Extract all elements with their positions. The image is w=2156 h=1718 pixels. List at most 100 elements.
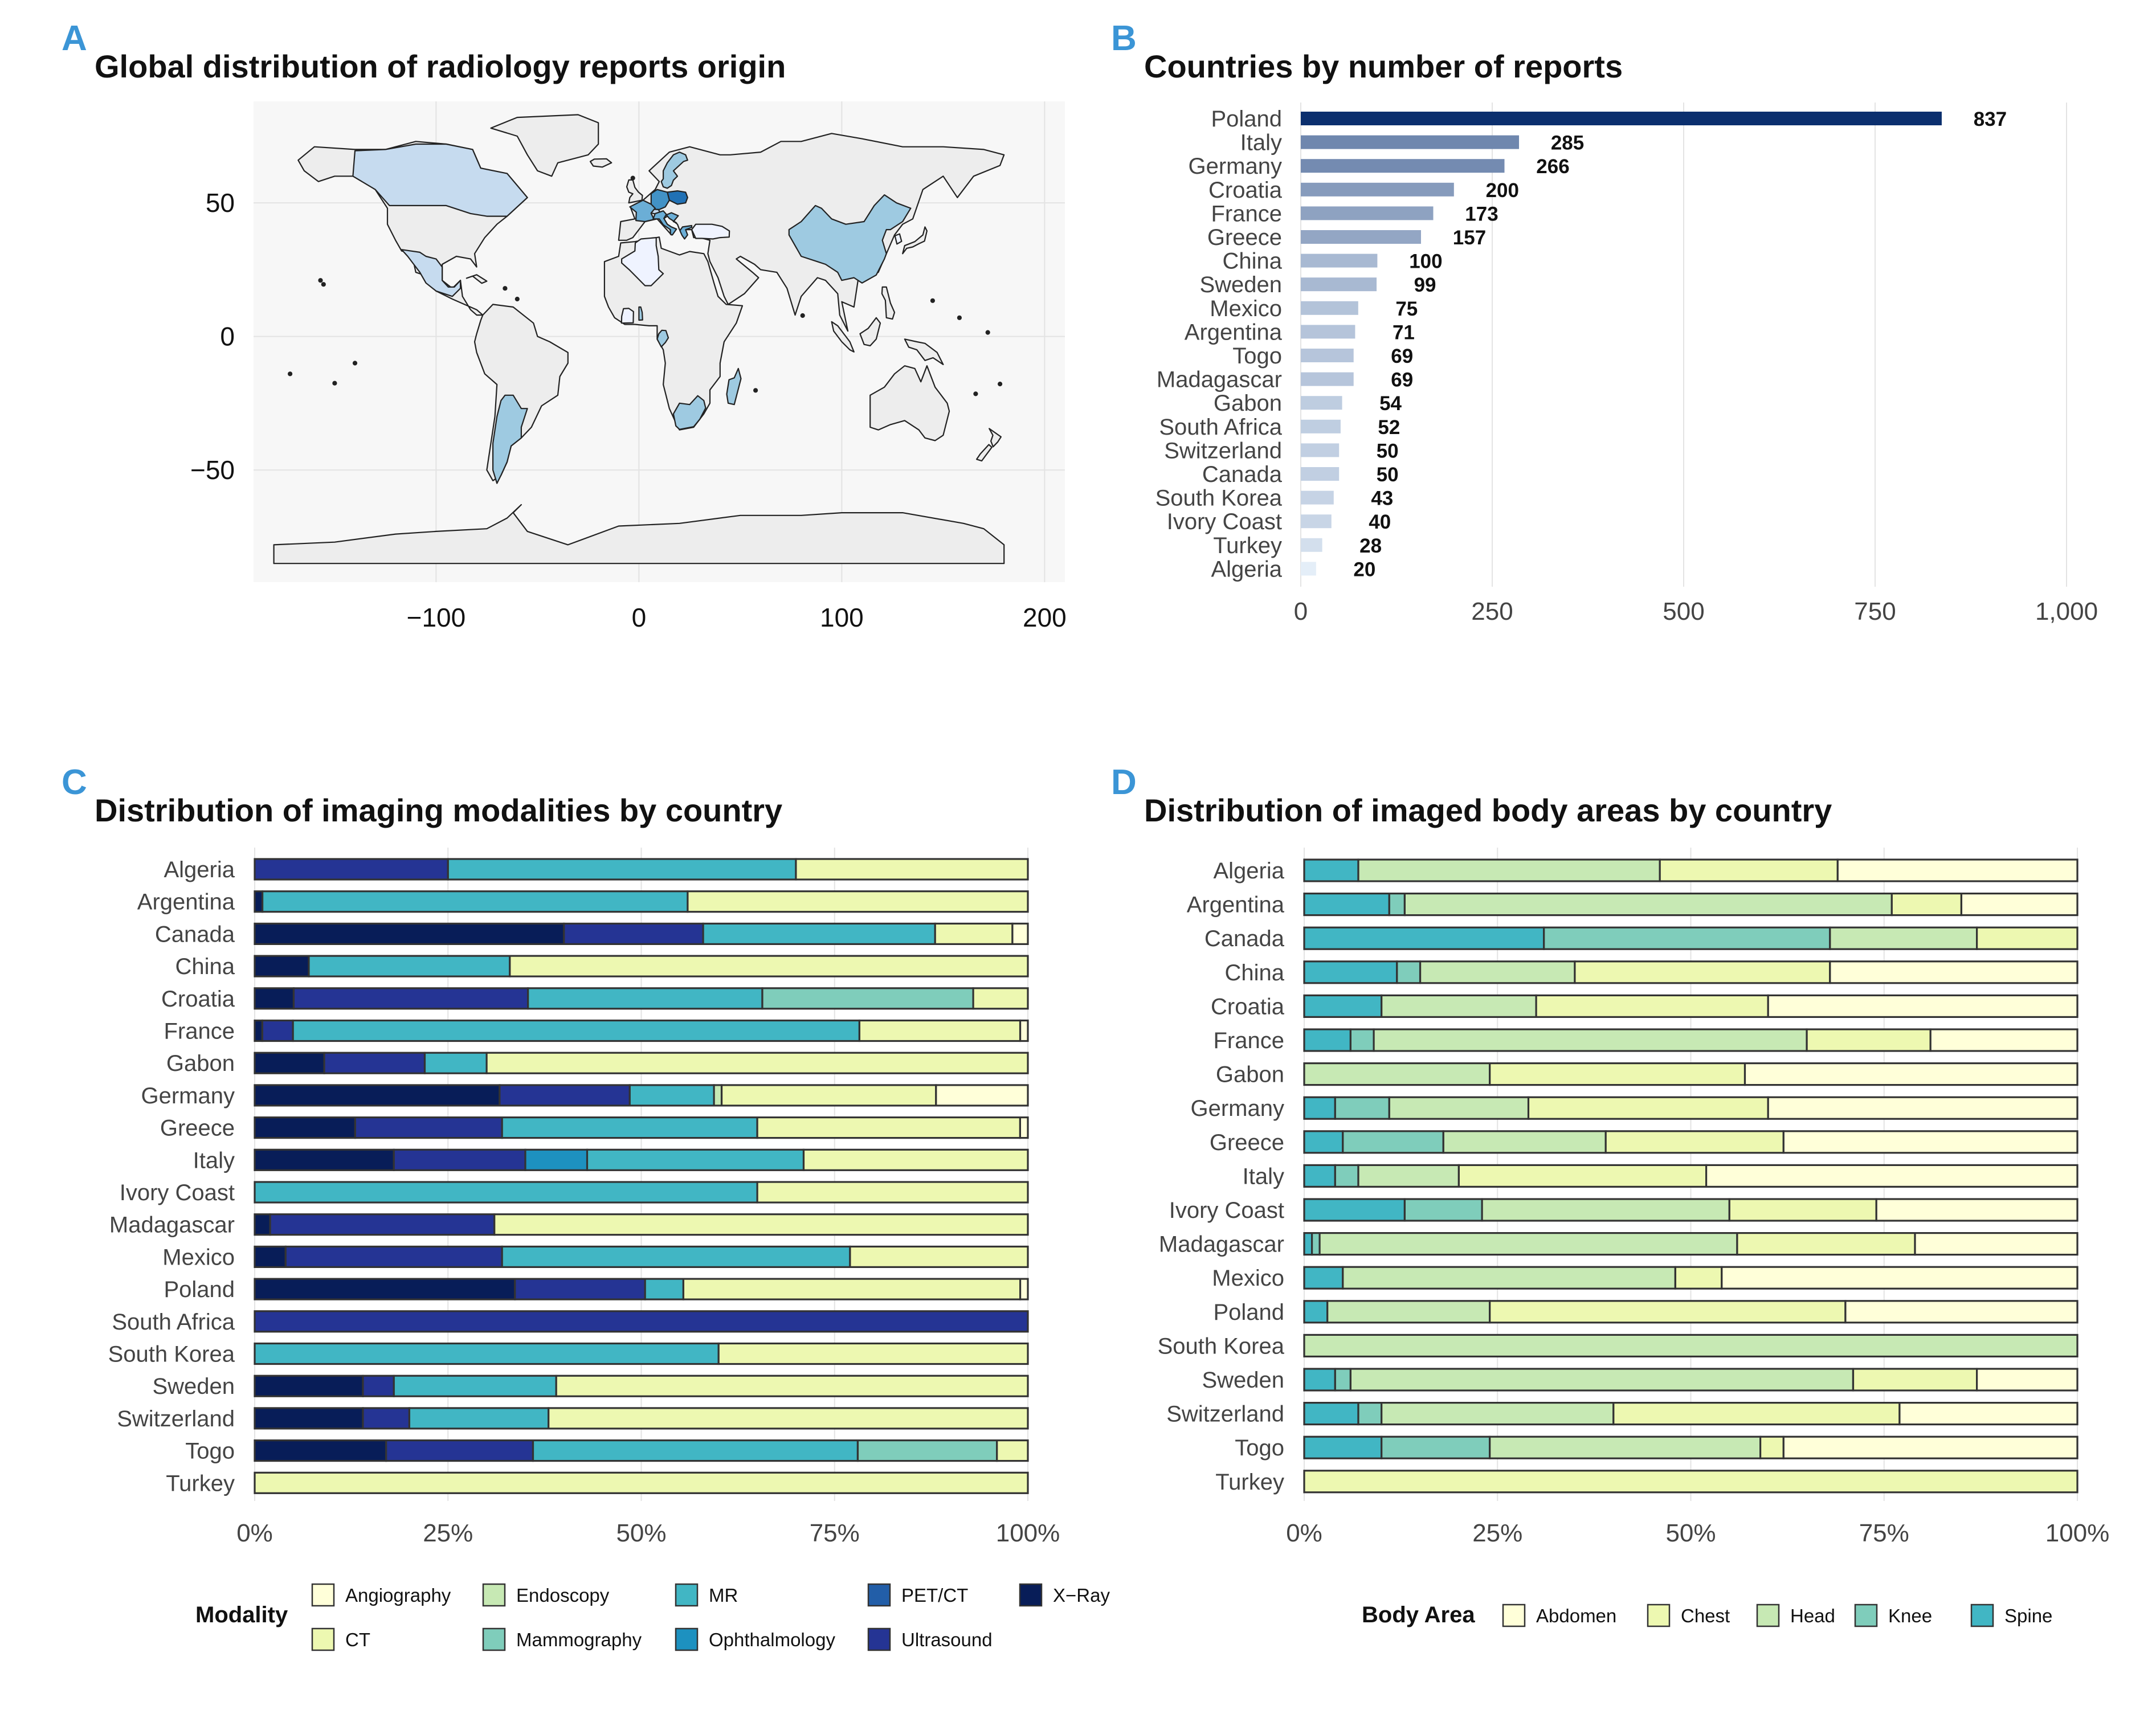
legend-label: Mammography [516,1629,642,1650]
bar-value-label: 52 [1378,416,1400,439]
segment-germany-xray [254,1084,501,1107]
map-philippines [881,286,896,320]
map-poland [667,190,688,205]
segment-france-abdomen [1929,1028,2079,1052]
segment-france-mr [292,1019,861,1042]
map-canada [352,143,528,217]
bar-value-label: 43 [1371,488,1393,510]
segment-mexico-ct [849,1245,1029,1268]
segment-switzerland-ct [548,1407,1029,1430]
segment-poland-angiography [1019,1278,1029,1300]
segment-south-korea-mr [254,1342,720,1365]
segment-algeria-chest [1659,858,1839,882]
stack-category-label: Croatia [161,987,235,1012]
segment-poland-ultrasound [514,1278,646,1300]
segment-switzerland-knee [1357,1402,1383,1426]
segment-italy-ophthalmology [524,1148,589,1171]
segment-france-ultrasound [261,1019,294,1042]
map-island [630,175,635,181]
bar-category-label: Gabon [1214,391,1282,416]
stack-category-label: China [1224,960,1284,985]
stack-category-label: Poland [1213,1300,1284,1325]
bar-value-label: 837 [1974,108,2007,130]
segment-poland-spine [1303,1300,1329,1324]
segment-poland-head [1326,1300,1491,1324]
map-sweden [660,152,688,189]
segment-togo-spine [1303,1435,1383,1459]
bar-canada [1301,467,1340,481]
map-algeria [620,237,664,287]
bar-value-label: 173 [1465,203,1498,225]
legend-swatch [311,1583,335,1607]
map-x-tick-label: 0 [632,603,647,632]
legend-label: CT [345,1629,370,1650]
segment-sweden-xray [254,1375,364,1397]
legend-label: Ophthalmology [709,1629,835,1650]
segment-italy-ct [802,1148,1029,1171]
segment-croatia-mr [527,987,763,1010]
bar-category-label: Madagascar [1157,367,1282,392]
legend-swatch [1970,1604,1994,1627]
bar-category-label: Argentina [1185,320,1283,345]
stack-category-label: Switzerland [1166,1402,1284,1427]
segment-greece-mr [501,1116,758,1139]
segment-poland-chest [1489,1300,1847,1324]
segment-china-mr [308,955,511,977]
bar-greece [1301,230,1422,244]
segment-greece-abdomen [1782,1130,2079,1154]
bar-x-tick-label: 500 [1663,598,1704,625]
bar-mexico [1301,301,1358,315]
stack-x-tick-label: 50% [616,1519,666,1547]
map-indonesia-borneo [859,317,881,347]
stack-category-label: Gabon [1216,1062,1284,1087]
segment-germany-angiography [935,1084,1029,1107]
map-italy [652,210,677,236]
map-island [997,381,1003,387]
stack-category-label: Togo [185,1439,235,1464]
segment-sweden-chest [1852,1368,1978,1392]
segment-sweden-ultrasound [362,1375,395,1397]
segment-canada-mr [702,922,936,946]
segment-china-chest [1574,960,1831,984]
stack-category-label: Ivory Coast [120,1180,235,1205]
segment-greece-knee [1342,1130,1444,1154]
segment-togo-head [1489,1435,1762,1459]
bar-value-label: 69 [1391,369,1413,391]
segment-switzerland-xray [254,1407,364,1430]
bar-x-tick-label: 1,000 [2035,598,2098,625]
segment-ivory-coast-knee [1403,1198,1483,1222]
stack-category-label: Turkey [1215,1470,1284,1495]
stack-category-label: Algeria [164,857,235,882]
segment-france-angiography [1019,1019,1029,1042]
map-ivory-coast [620,308,634,324]
panel-d-title: Distribution of imaged body areas by cou… [1144,792,1832,828]
stack-category-label: Ivory Coast [1169,1198,1284,1223]
segment-madagascar-ct [493,1213,1029,1236]
stack-category-label: Germany [1191,1096,1285,1121]
map-china [788,194,912,284]
segment-italy-ultrasound [393,1148,526,1171]
segment-canada-xray [254,922,565,946]
segment-argentina-head [1403,892,1893,917]
segment-south-korea-head [1303,1334,2079,1357]
segment-germany-knee [1334,1096,1390,1120]
panel-b-title: Countries by number of reports [1144,48,1623,84]
bar-category-label: Turkey [1213,533,1282,558]
segment-argentina-chest [1890,892,1963,917]
legend-swatch [675,1627,699,1651]
stack-category-label: Madagascar [1159,1232,1284,1257]
segment-south-korea-ct [717,1342,1029,1365]
map-island [288,371,293,377]
bar-category-label: South Korea [1155,486,1283,511]
stack-category-label: France [1214,1028,1285,1053]
panel-b-letter: B [1111,19,1137,58]
segment-algeria-abdomen [1836,858,2079,882]
segment-turkey-ct [254,1471,1029,1494]
segment-switzerland-ultrasound [362,1407,411,1430]
segment-poland-xray [254,1278,516,1300]
segment-togo-xray [254,1439,387,1462]
segment-canada-knee [1543,926,1831,950]
legend-label: X−Ray [1053,1585,1110,1606]
segment-croatia-ultrasound [292,987,529,1010]
